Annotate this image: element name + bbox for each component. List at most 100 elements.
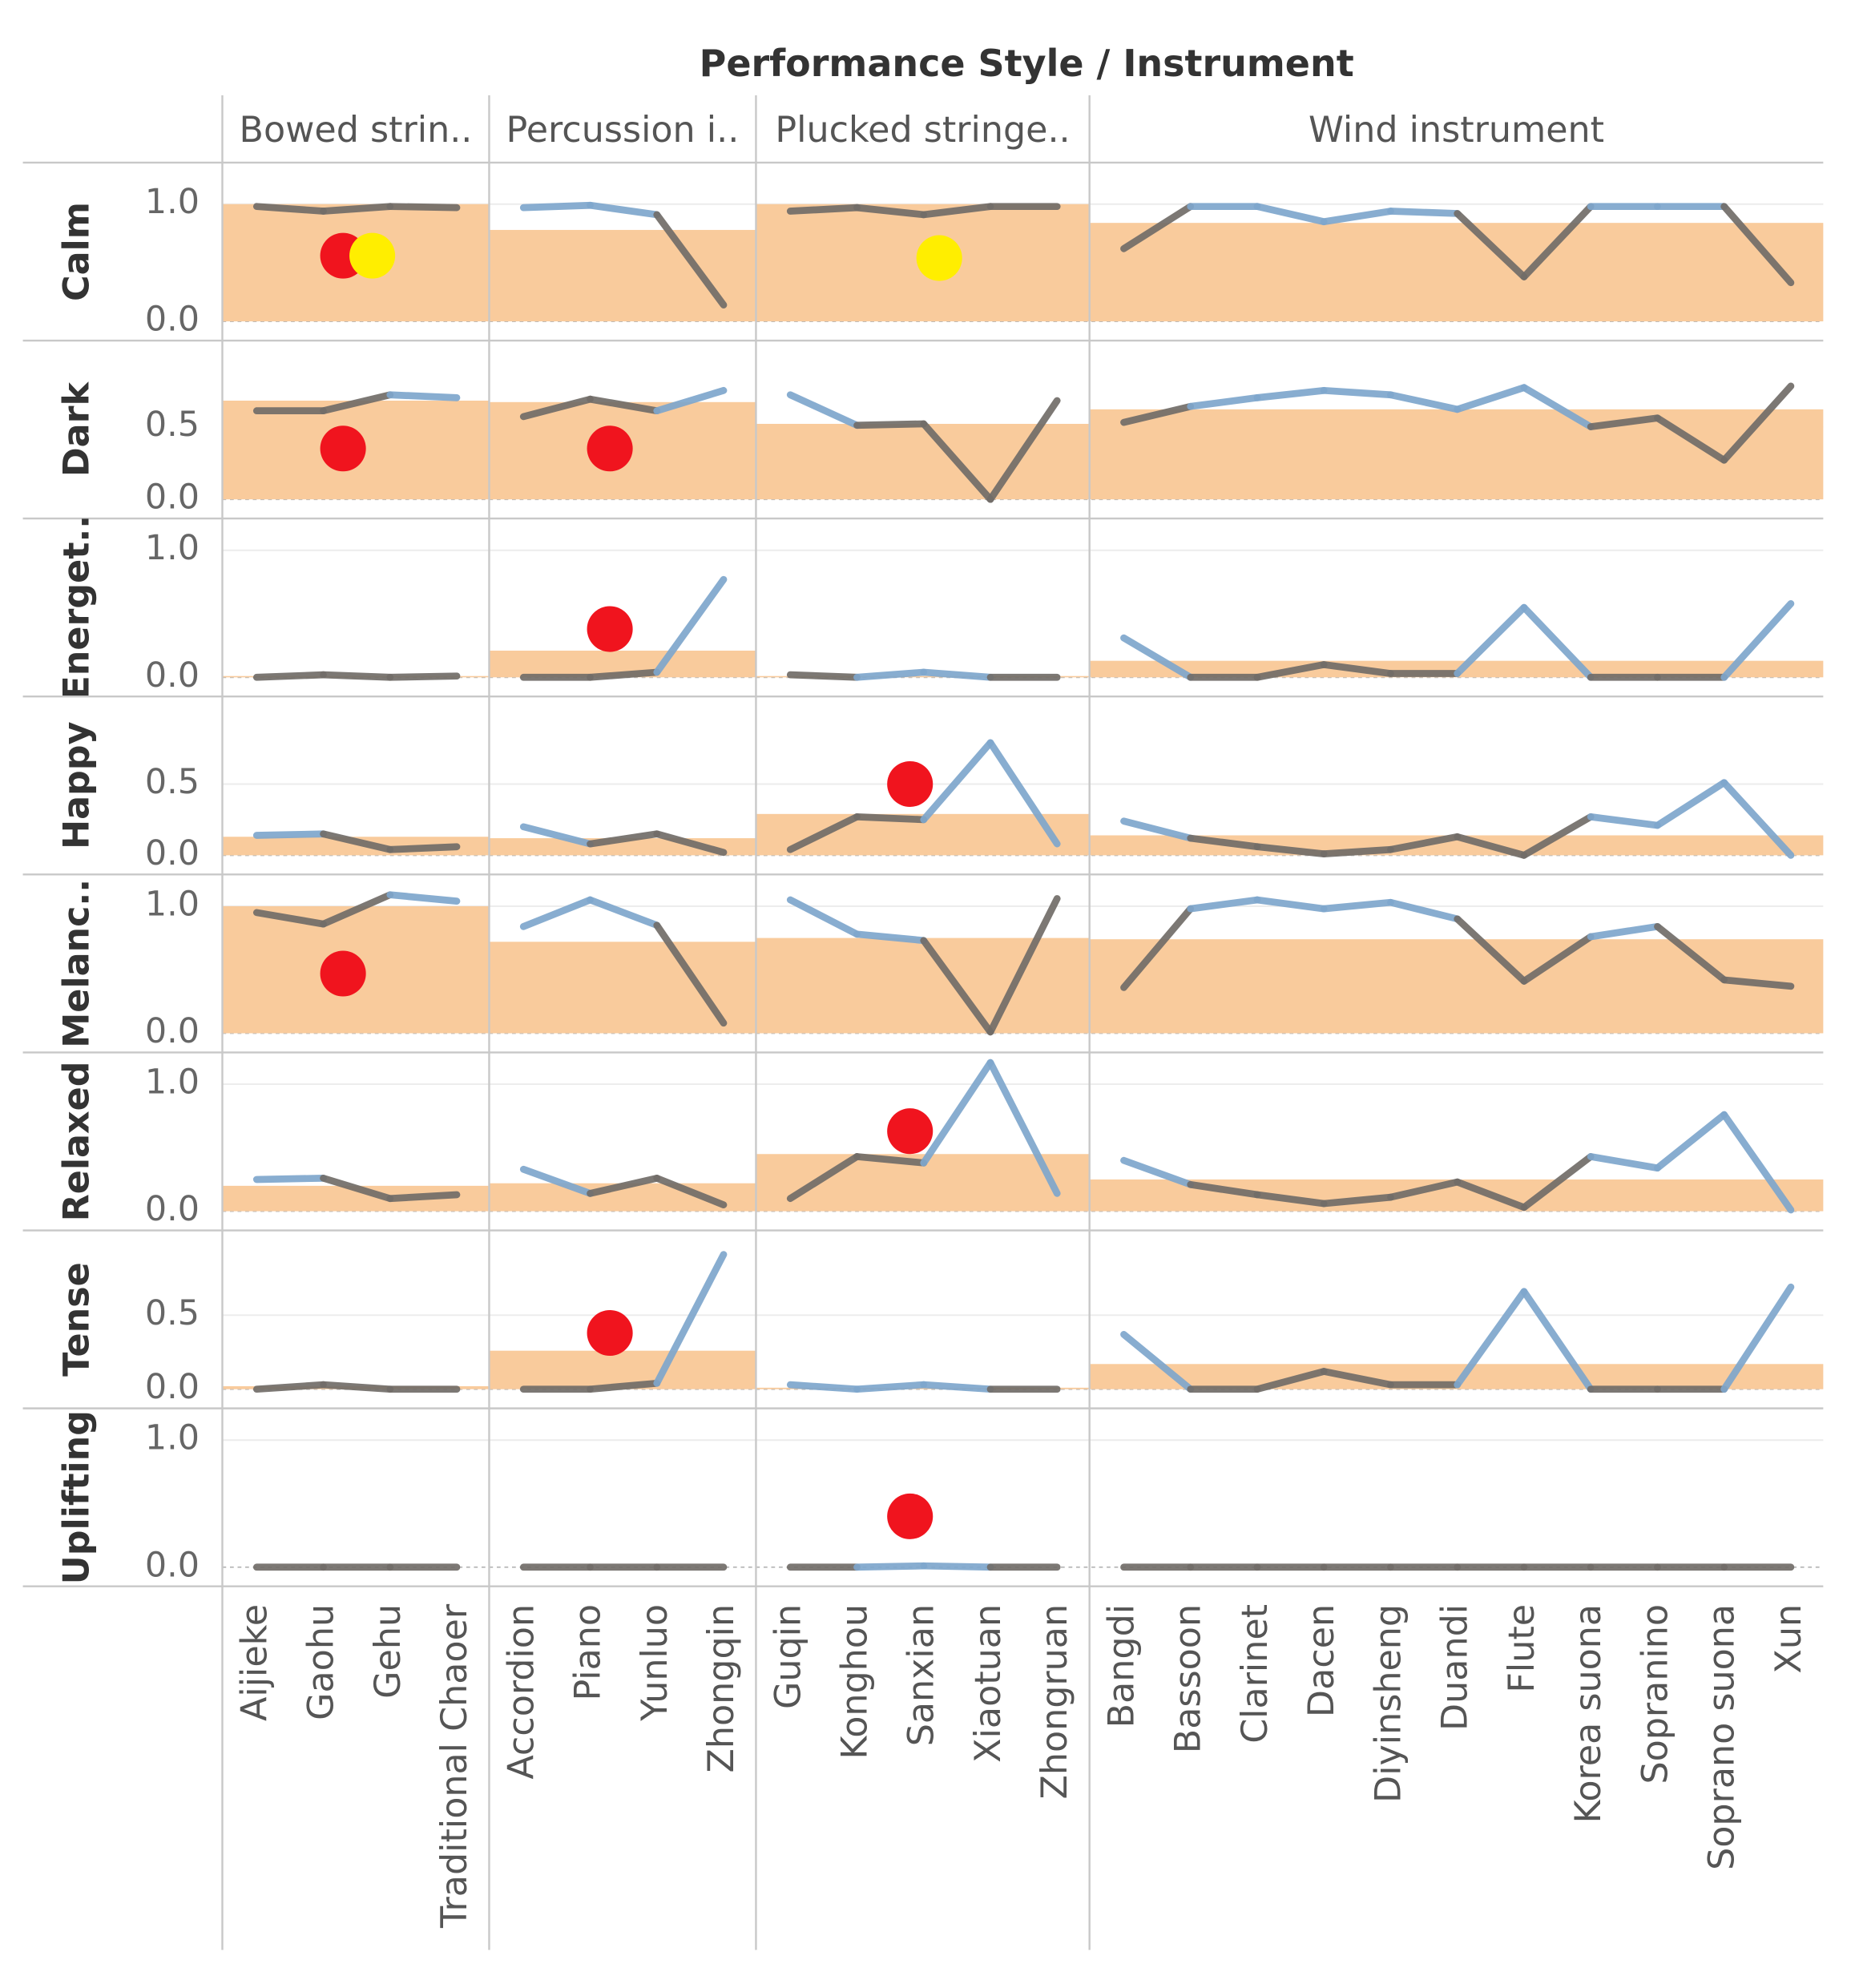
line-segment bbox=[920, 1562, 994, 1571]
y-tick-label: 1.0 bbox=[145, 884, 200, 924]
group-header: Plucked stringe.. bbox=[775, 110, 1070, 151]
row-label: Dark bbox=[56, 381, 97, 478]
line-segment bbox=[1253, 203, 1328, 226]
x-tick-label: Konghou bbox=[834, 1604, 875, 1760]
reference-band bbox=[756, 423, 1090, 500]
line-segment bbox=[1120, 1330, 1195, 1393]
line-segment bbox=[519, 395, 594, 421]
group-header: Wind instrument bbox=[1309, 110, 1604, 151]
line-segment bbox=[1387, 391, 1462, 413]
line-segment bbox=[587, 395, 661, 415]
line-segment bbox=[1187, 1180, 1261, 1199]
x-tick-label: Diyinsheng bbox=[1368, 1604, 1409, 1803]
line-segment bbox=[920, 1381, 994, 1393]
line-segment bbox=[1520, 384, 1595, 430]
group-header: Bowed strin.. bbox=[240, 110, 473, 151]
x-tick-label: Dacen bbox=[1301, 1604, 1342, 1717]
line-segment bbox=[1120, 1156, 1195, 1188]
y-tick-label: 1.0 bbox=[145, 182, 200, 222]
line-segment bbox=[853, 420, 928, 429]
line-segment bbox=[653, 575, 728, 676]
y-tick-label: 0.0 bbox=[145, 300, 200, 340]
line-segment bbox=[920, 1059, 994, 1167]
x-tick-label: Korea suona bbox=[1568, 1604, 1609, 1824]
line-segment bbox=[386, 1191, 461, 1203]
x-tick-label: Bassoon bbox=[1168, 1604, 1209, 1753]
line-segment bbox=[519, 1165, 594, 1197]
marker-dot bbox=[320, 950, 366, 997]
line-segment bbox=[986, 1059, 1061, 1197]
x-tick-label: Guqin bbox=[768, 1604, 809, 1709]
line-segment bbox=[1454, 1178, 1528, 1212]
line-segment bbox=[1387, 208, 1462, 217]
reference-band bbox=[489, 1350, 756, 1389]
x-tick-label: Duandi bbox=[1435, 1604, 1476, 1731]
line-segment bbox=[1387, 1178, 1462, 1201]
line-segment bbox=[1320, 898, 1394, 913]
line-segment bbox=[1320, 386, 1394, 399]
y-tick-label: 1.0 bbox=[145, 528, 200, 568]
x-tick-label: Aijieke bbox=[234, 1604, 275, 1721]
line-segment bbox=[1587, 813, 1661, 829]
line-segment bbox=[853, 1381, 928, 1393]
line-segment bbox=[587, 896, 661, 929]
line-segment bbox=[786, 1153, 861, 1203]
line-segment bbox=[1520, 1153, 1595, 1212]
y-tick-label: 1.0 bbox=[145, 1418, 200, 1458]
line-segment bbox=[853, 813, 928, 824]
line-segment bbox=[1320, 1193, 1394, 1208]
line-segment bbox=[1253, 386, 1328, 401]
line-segment bbox=[1253, 1191, 1328, 1208]
reference-band bbox=[756, 675, 1090, 678]
line-segment bbox=[1654, 414, 1728, 464]
line-segment bbox=[252, 830, 327, 839]
line-segment bbox=[853, 668, 928, 681]
line-segment bbox=[252, 1175, 327, 1184]
line-segment bbox=[1520, 1288, 1595, 1393]
x-tick-label: Zhongruan bbox=[1034, 1604, 1075, 1800]
line-segment bbox=[1120, 402, 1195, 426]
x-tick-label: Sopranino bbox=[1635, 1604, 1676, 1784]
y-tick-label: 0.0 bbox=[145, 655, 200, 696]
line-segment bbox=[320, 1175, 394, 1203]
row-label: Uplifting bbox=[56, 1410, 97, 1584]
line-segment bbox=[1454, 833, 1528, 859]
x-tick-label: Xun bbox=[1768, 1604, 1809, 1674]
line-segment bbox=[1520, 203, 1595, 280]
line-segment bbox=[1320, 1368, 1394, 1389]
line-segment bbox=[1253, 896, 1328, 913]
line-segment bbox=[1320, 845, 1394, 857]
y-tick-label: 0.5 bbox=[145, 762, 200, 802]
marker-dot bbox=[320, 425, 366, 472]
line-segment bbox=[1120, 203, 1195, 252]
line-segment bbox=[1520, 813, 1595, 859]
x-tick-label: Gehu bbox=[368, 1604, 409, 1699]
group-header: Percussion i.. bbox=[506, 110, 740, 151]
y-tick-label: 0.0 bbox=[145, 833, 200, 873]
line-segment bbox=[853, 930, 928, 945]
line-segment bbox=[920, 668, 994, 681]
line-segment bbox=[519, 896, 594, 930]
reference-band bbox=[1089, 223, 1824, 322]
x-tick-label: Flute bbox=[1502, 1604, 1542, 1693]
row-label: Relaxed bbox=[56, 1062, 97, 1222]
chart-title: Performance Style / Instrument bbox=[700, 42, 1354, 85]
line-segment bbox=[786, 1381, 861, 1393]
y-tick-label: 0.0 bbox=[145, 1189, 200, 1229]
line-segment bbox=[320, 671, 394, 681]
line-segment bbox=[252, 203, 327, 215]
line-segment bbox=[320, 891, 394, 928]
row-label: Melanc.. bbox=[56, 879, 97, 1048]
x-tick-label: Soprano suona bbox=[1702, 1604, 1743, 1870]
line-segment bbox=[1654, 1111, 1728, 1172]
line-segment bbox=[853, 204, 928, 219]
line-segment bbox=[1720, 1111, 1795, 1214]
line-segment bbox=[386, 843, 461, 853]
line-segment bbox=[587, 668, 661, 681]
line-segment bbox=[1454, 915, 1528, 985]
line-segment bbox=[786, 204, 861, 215]
line-segment bbox=[920, 937, 994, 1036]
line-segment bbox=[1320, 661, 1394, 677]
